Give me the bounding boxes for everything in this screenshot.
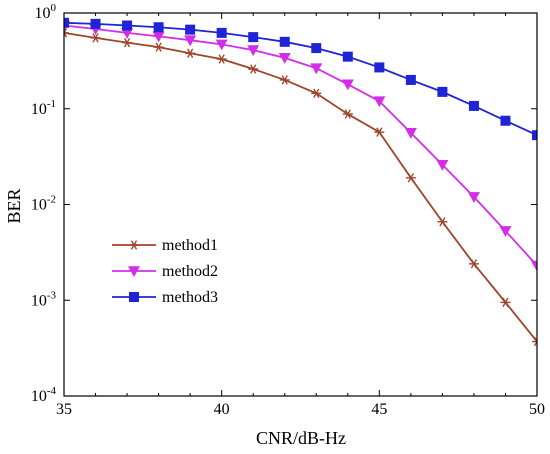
legend-label-method3: method3 — [162, 289, 218, 306]
x-tick-label: 50 — [529, 401, 545, 418]
data-point — [373, 96, 386, 108]
data-point — [468, 100, 479, 111]
data-point — [90, 18, 101, 29]
y-tick-label: 100 — [35, 2, 57, 22]
series-line — [64, 31, 537, 343]
data-point — [153, 42, 164, 52]
data-point — [468, 259, 479, 269]
data-point — [248, 64, 259, 74]
data-point — [341, 79, 354, 91]
x-tick-label: 40 — [214, 401, 230, 418]
data-point — [310, 63, 323, 75]
data-point — [279, 36, 290, 47]
x-tick-label: 45 — [371, 401, 387, 418]
data-point — [153, 22, 164, 33]
data-point — [532, 336, 537, 347]
data-point — [437, 217, 448, 227]
data-point — [216, 54, 227, 64]
plot-frame — [63, 12, 538, 397]
data-point — [185, 48, 196, 58]
data-point — [122, 20, 133, 31]
data-point — [152, 31, 165, 43]
y-tick-label: 10-2 — [31, 194, 56, 214]
data-point — [404, 128, 417, 139]
data-point — [278, 53, 291, 64]
data-point — [64, 17, 69, 28]
data-point — [311, 43, 322, 54]
data-point — [342, 51, 353, 62]
series-method1 — [64, 28, 537, 347]
data-point — [121, 28, 134, 39]
plot-area: 35 40 45 50 10-4 10-3 10-2 10-1 100 — [31, 2, 545, 418]
legend-marker — [128, 266, 140, 277]
data-point — [184, 35, 197, 47]
data-point — [500, 297, 511, 308]
legend-label-method1: method1 — [162, 237, 218, 254]
data-point — [215, 39, 228, 51]
series-method2 — [64, 20, 537, 272]
data-point — [374, 62, 385, 73]
data-point — [405, 173, 416, 183]
data-point — [90, 33, 101, 43]
data-point — [64, 28, 69, 38]
data-point — [500, 115, 511, 126]
data-point — [437, 86, 448, 97]
data-point — [247, 45, 260, 57]
data-point — [311, 88, 322, 98]
legend-label-method2: method2 — [162, 263, 218, 280]
x-tick-label: 35 — [56, 401, 72, 418]
y-tick-label: 10-4 — [31, 385, 57, 405]
data-point — [342, 109, 353, 119]
data-point — [122, 37, 133, 48]
data-point — [532, 130, 537, 141]
data-point — [374, 127, 385, 137]
y-tick-label: 10-3 — [31, 289, 57, 309]
series-line — [64, 24, 537, 267]
data-point — [216, 27, 227, 38]
data-point — [499, 226, 512, 237]
series-method3 — [64, 17, 537, 141]
legend: method1 method2 method3 — [112, 237, 218, 306]
data-point — [467, 192, 480, 203]
data-point — [405, 74, 416, 85]
x-axis-title: CNR/dB-Hz — [256, 428, 346, 448]
y-tick-label: 10-1 — [31, 98, 56, 118]
data-point — [248, 32, 259, 43]
series-line — [64, 21, 537, 136]
data-point — [436, 159, 449, 171]
data-point — [531, 260, 537, 272]
legend-marker — [129, 292, 139, 302]
y-axis-title: BER — [4, 188, 24, 223]
legend-marker — [129, 240, 139, 250]
data-point — [185, 24, 196, 35]
data-point — [279, 75, 290, 85]
